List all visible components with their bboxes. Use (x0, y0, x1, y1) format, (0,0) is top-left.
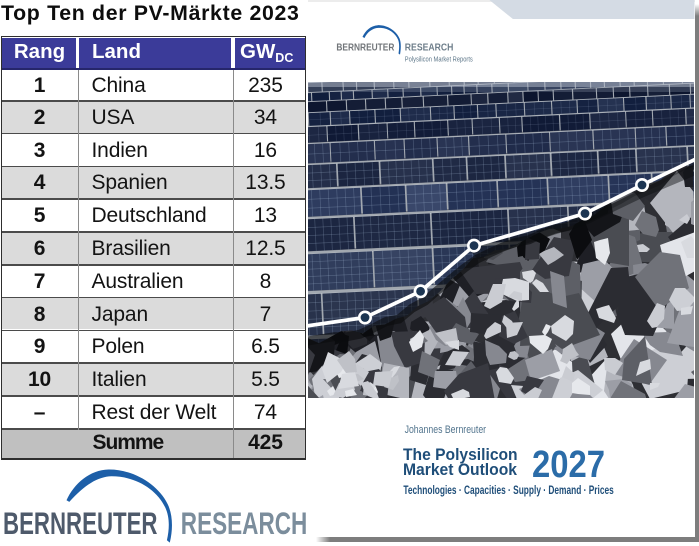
svg-text:RESEARCH: RESEARCH (181, 505, 307, 541)
svg-text:2027: 2027 (532, 443, 605, 486)
svg-text:Polysilicon Market Reports: Polysilicon Market Reports (405, 54, 473, 63)
svg-text:BERNREUTER: BERNREUTER (336, 42, 394, 53)
svg-text:Johannes Bernreuter: Johannes Bernreuter (405, 424, 487, 436)
svg-text:Market Outlook: Market Outlook (403, 461, 518, 479)
svg-text:The Polysilicon: The Polysilicon (403, 446, 518, 464)
svg-text:Technologies · Capacities · Su: Technologies · Capacities · Supply · Dem… (403, 484, 613, 497)
svg-text:BERNREUTER: BERNREUTER (3, 505, 158, 541)
svg-text:RESEARCH: RESEARCH (405, 42, 454, 53)
